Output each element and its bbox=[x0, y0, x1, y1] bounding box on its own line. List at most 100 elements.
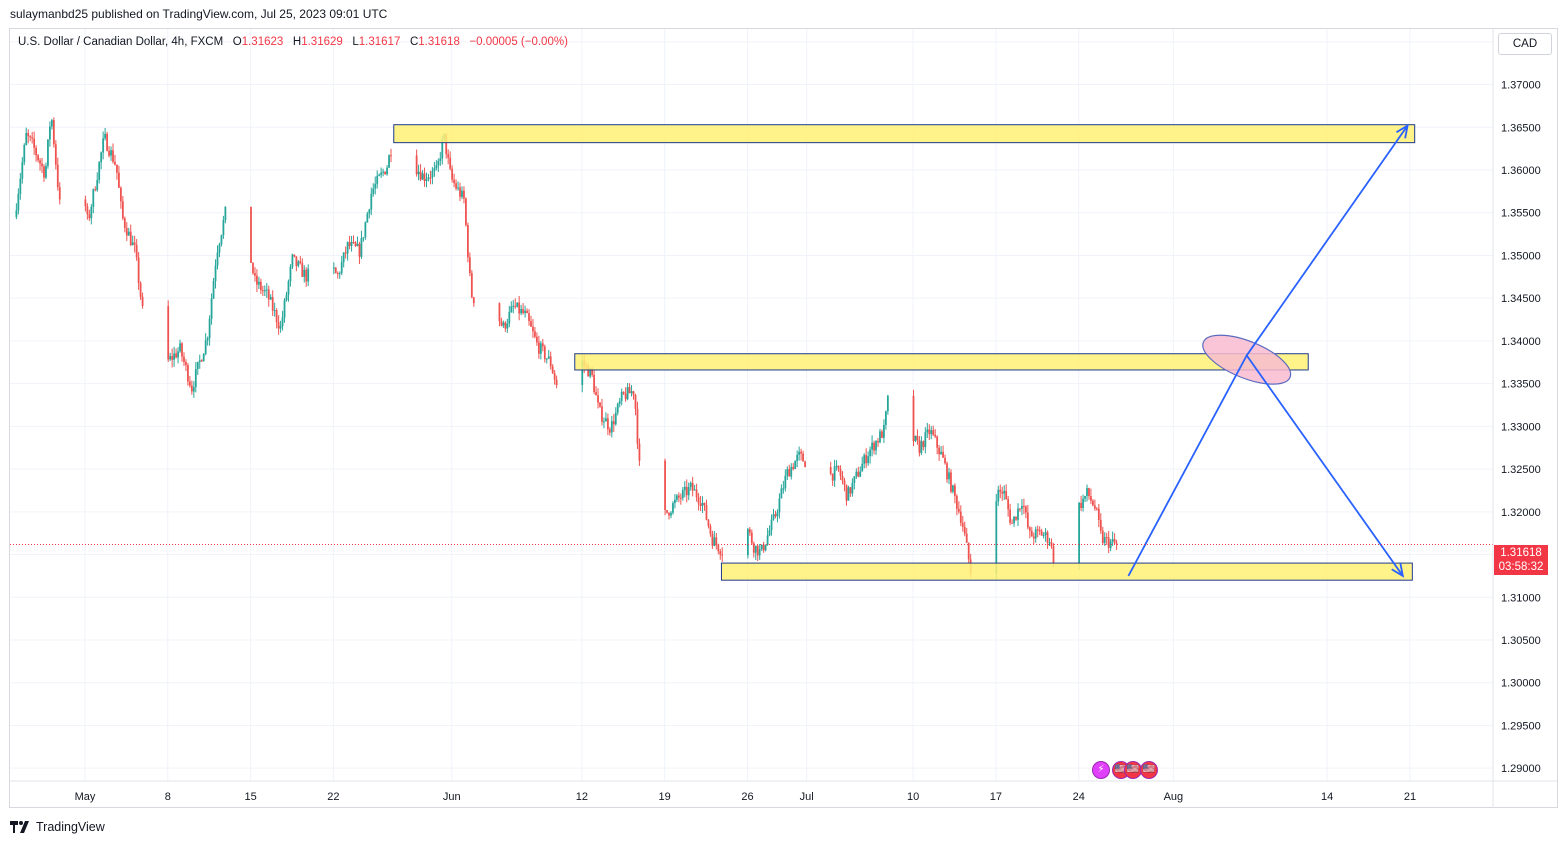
candle bbox=[33, 131, 36, 155]
candle bbox=[948, 467, 950, 485]
candle bbox=[196, 361, 199, 375]
candle bbox=[672, 501, 674, 515]
candle bbox=[541, 338, 544, 352]
candle bbox=[137, 252, 140, 290]
candle bbox=[58, 182, 61, 205]
candle bbox=[210, 293, 213, 325]
candle bbox=[612, 414, 615, 433]
candle bbox=[871, 435, 873, 457]
candle bbox=[530, 315, 532, 327]
candle bbox=[717, 543, 720, 555]
candle bbox=[263, 285, 266, 297]
candle bbox=[851, 478, 854, 497]
candle bbox=[762, 541, 765, 553]
candle bbox=[425, 172, 428, 188]
candle bbox=[466, 222, 469, 263]
candle bbox=[547, 349, 550, 360]
candle bbox=[285, 291, 288, 302]
candle bbox=[37, 154, 39, 163]
candle bbox=[204, 333, 207, 356]
candle bbox=[614, 407, 617, 426]
highlight-ellipse[interactable] bbox=[1196, 325, 1296, 394]
time-tick-label: Jul bbox=[800, 791, 814, 803]
candle bbox=[884, 410, 887, 430]
sr-zone[interactable] bbox=[393, 124, 1416, 144]
candle bbox=[1040, 528, 1043, 536]
candle bbox=[222, 215, 225, 239]
price-axis[interactable]: 1.375001.370001.365001.360001.355001.350… bbox=[1501, 37, 1541, 775]
candle bbox=[1050, 538, 1053, 549]
candle bbox=[131, 235, 134, 246]
candle bbox=[216, 245, 219, 270]
candle bbox=[1032, 532, 1035, 545]
event-us-flag-icon[interactable]: 🇺🇸 bbox=[1140, 761, 1158, 779]
event-bolt-icon[interactable]: ⚡ bbox=[1092, 761, 1110, 779]
price-tick-label: 1.35000 bbox=[1501, 250, 1541, 262]
candle bbox=[504, 321, 507, 332]
candle bbox=[754, 545, 757, 560]
high-label: H bbox=[292, 36, 302, 48]
candle bbox=[867, 451, 870, 466]
sr-zone[interactable] bbox=[574, 353, 1309, 371]
projection-arrow-down[interactable] bbox=[1127, 353, 1405, 578]
candle bbox=[110, 146, 112, 161]
projection-arrow-up[interactable] bbox=[1245, 123, 1409, 356]
candle bbox=[98, 161, 101, 184]
candle bbox=[721, 547, 724, 562]
candle bbox=[200, 359, 203, 362]
candle bbox=[624, 387, 627, 402]
candle bbox=[54, 140, 57, 170]
candle bbox=[1111, 531, 1114, 546]
candle bbox=[1036, 525, 1039, 538]
candle bbox=[370, 187, 373, 216]
candle bbox=[1078, 501, 1081, 570]
candle bbox=[778, 493, 781, 519]
currency-button[interactable]: CAD bbox=[1498, 33, 1552, 55]
tradingview-logo[interactable]: TradingView bbox=[10, 820, 105, 834]
candle bbox=[457, 181, 459, 191]
candle bbox=[265, 282, 268, 298]
candle bbox=[756, 544, 759, 562]
sr-zone[interactable] bbox=[720, 562, 1413, 581]
candle bbox=[463, 186, 465, 204]
candle bbox=[837, 465, 840, 473]
candle bbox=[500, 317, 503, 327]
candle bbox=[56, 157, 59, 191]
candle bbox=[875, 440, 877, 455]
symbol-name[interactable]: U.S. Dollar / Canadian Dollar, 4h, FXCM bbox=[18, 36, 224, 48]
candle bbox=[865, 448, 868, 468]
candle bbox=[1099, 513, 1102, 534]
candle bbox=[516, 302, 519, 308]
time-axis[interactable]: May 8 15 22 Jun 12 19 26 Jul 10 17 24 Aug 14 21 bbox=[75, 791, 1416, 803]
candle bbox=[1026, 504, 1029, 530]
candle bbox=[419, 164, 422, 182]
candle bbox=[796, 450, 799, 468]
candle bbox=[92, 188, 95, 214]
candle bbox=[963, 521, 966, 537]
candle bbox=[45, 162, 47, 180]
price-tick-label: 1.30500 bbox=[1501, 635, 1541, 647]
candle bbox=[670, 511, 672, 519]
candle bbox=[1115, 539, 1118, 551]
price-tick-label: 1.31000 bbox=[1501, 592, 1541, 604]
candle bbox=[857, 466, 860, 478]
candle bbox=[352, 235, 355, 244]
publisher-line: sulaymanbd25 published on TradingView.co… bbox=[10, 7, 388, 21]
candle bbox=[139, 281, 142, 300]
candle bbox=[125, 222, 128, 241]
candle bbox=[551, 364, 554, 374]
candle bbox=[334, 266, 337, 274]
candle bbox=[606, 413, 609, 436]
candle bbox=[863, 453, 866, 469]
candle bbox=[250, 206, 252, 263]
grid bbox=[10, 29, 1493, 781]
candle bbox=[601, 398, 603, 426]
candle bbox=[356, 236, 359, 247]
candle bbox=[1019, 508, 1021, 512]
candle bbox=[1003, 485, 1006, 500]
open-value: 1.31623 bbox=[241, 36, 284, 48]
candle bbox=[1092, 499, 1094, 507]
candle bbox=[171, 348, 174, 368]
candle bbox=[429, 170, 432, 185]
